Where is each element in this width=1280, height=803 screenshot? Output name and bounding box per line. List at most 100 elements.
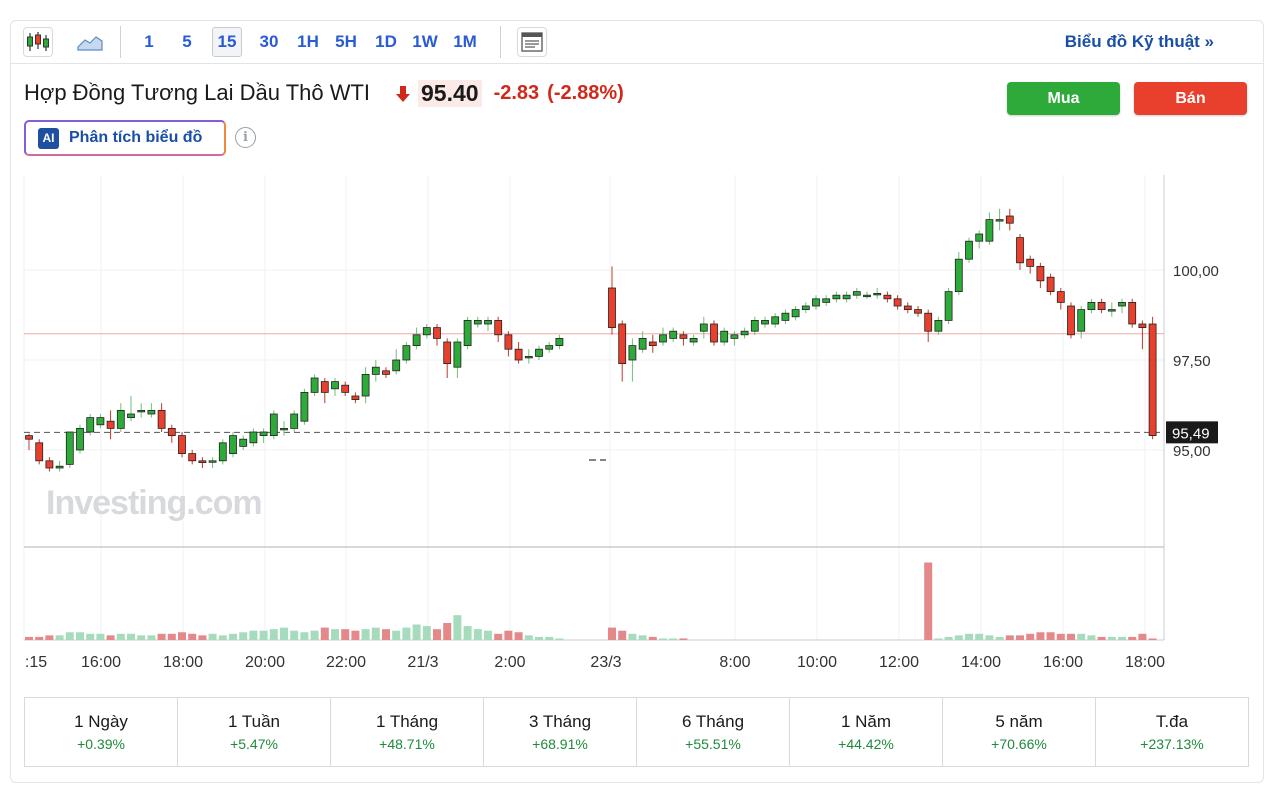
buy-button[interactable]: Mua (1007, 82, 1120, 115)
interval-1m[interactable]: 1M (453, 32, 477, 51)
candle-body (290, 413, 299, 429)
candle-body (178, 435, 186, 455)
ai-chart-analysis-button[interactable]: AI Phân tích biểu đồ (24, 120, 226, 156)
candle-body (822, 298, 831, 303)
info-icon[interactable]: i (235, 127, 256, 148)
candle-body (608, 287, 616, 328)
interval-1[interactable]: 1 (144, 32, 154, 51)
volume-bar (198, 635, 207, 640)
period-change: +68.91% (532, 736, 588, 752)
period-cell[interactable]: 1 Tuần +5.47% (178, 698, 331, 766)
period-performance-table: 1 Ngày +0.39% 1 Tuần +5.47% 1 Tháng +48.71% 3 … (24, 697, 1249, 767)
price-change-percent: (-2.88%) (547, 82, 624, 104)
period-cell[interactable]: T.đa +237.13% (1096, 698, 1248, 766)
x-tick-label: 10:00 (797, 654, 837, 671)
volume-bar (1036, 632, 1045, 640)
volume-bar (402, 627, 411, 640)
period-change: +44.42% (838, 736, 894, 752)
volume-bar (218, 635, 227, 640)
candle-body (934, 319, 943, 332)
candle-body (1097, 301, 1106, 310)
candle-body (402, 345, 411, 361)
candle-body (351, 395, 360, 400)
interval-1d[interactable]: 1D (375, 32, 397, 51)
interval-1w[interactable]: 1W (412, 32, 438, 51)
candle-body (514, 348, 523, 361)
candle-body (1046, 276, 1055, 293)
candle-body (995, 219, 1004, 222)
candle-body (25, 435, 33, 440)
volume-bar (1046, 632, 1055, 640)
technical-chart-link[interactable]: Biểu đồ Kỹ thuật » (1064, 32, 1214, 51)
volume-bar (55, 635, 64, 640)
volume-bar (351, 630, 360, 640)
candle-body (638, 337, 647, 350)
volume-bar (504, 630, 513, 640)
candle-body (55, 465, 64, 469)
volume-bar (628, 633, 637, 640)
candle-body (852, 291, 861, 296)
volume-bar (239, 632, 248, 640)
candle-body (280, 427, 288, 431)
period-cell[interactable]: 3 Tháng +68.91% (484, 698, 637, 766)
volume-bar (86, 633, 95, 640)
candle-body (883, 294, 892, 300)
price-change: -2.83 (493, 82, 540, 104)
candle-body (771, 316, 780, 325)
candle-body (985, 219, 994, 242)
y-tick-label: 97,50 (1173, 353, 1211, 370)
candle-body (812, 298, 820, 307)
interval-5[interactable]: 5 (182, 32, 192, 51)
period-label: 6 Tháng (681, 712, 745, 731)
candle-body (740, 330, 749, 336)
candle-body (239, 438, 248, 447)
period-label: T.đa (1155, 712, 1189, 731)
volume-bar (290, 630, 299, 640)
volume-bar (341, 629, 350, 640)
volume-bar (65, 632, 74, 640)
volume-bar (1056, 633, 1065, 640)
volume-bar (648, 636, 657, 640)
candle-body (208, 460, 217, 463)
candle-body (535, 348, 543, 357)
candle-body (259, 431, 268, 436)
table-view-icon[interactable] (517, 27, 547, 57)
period-cell[interactable]: 6 Tháng +55.51% (637, 698, 790, 766)
candle-body (555, 337, 564, 346)
candle-body (443, 341, 452, 365)
volume-bar (280, 627, 288, 640)
volume-bar (618, 630, 627, 640)
volume-bar (1148, 638, 1157, 640)
period-cell[interactable]: 1 Ngày +0.39% (25, 698, 178, 766)
candle-body (106, 420, 115, 429)
volume-bar (76, 632, 84, 640)
candle-body (1077, 309, 1086, 332)
candle-body (331, 381, 339, 390)
period-cell[interactable]: 5 năm +70.66% (943, 698, 1096, 766)
period-change: +48.71% (379, 736, 435, 752)
candlestick-chart-type-icon[interactable] (23, 27, 53, 57)
volume-bar (422, 626, 431, 640)
candle-body (300, 391, 309, 422)
volume-bar (1067, 633, 1075, 640)
candle-body (669, 330, 678, 339)
volume-bar (934, 638, 943, 640)
candle-body (382, 370, 390, 375)
candle-body (463, 319, 472, 346)
period-cell[interactable]: 1 Năm +44.42% (790, 698, 943, 766)
toolbar-divider (120, 26, 121, 58)
volume-bar (300, 632, 309, 640)
interval-5h[interactable]: 5H (335, 32, 357, 51)
interval-15[interactable]: 15 (212, 27, 242, 57)
interval-30[interactable]: 30 (259, 32, 279, 51)
period-change: +237.13% (1140, 736, 1204, 752)
volume-bar (320, 627, 329, 640)
area-chart-type-icon[interactable] (75, 27, 105, 57)
interval-1h[interactable]: 1H (297, 32, 319, 51)
x-tick-label: 22:00 (326, 654, 366, 671)
sell-button[interactable]: Bán (1134, 82, 1247, 115)
period-cell[interactable]: 1 Tháng +48.71% (331, 698, 484, 766)
candle-body (341, 384, 350, 393)
volume-bar (259, 630, 268, 640)
